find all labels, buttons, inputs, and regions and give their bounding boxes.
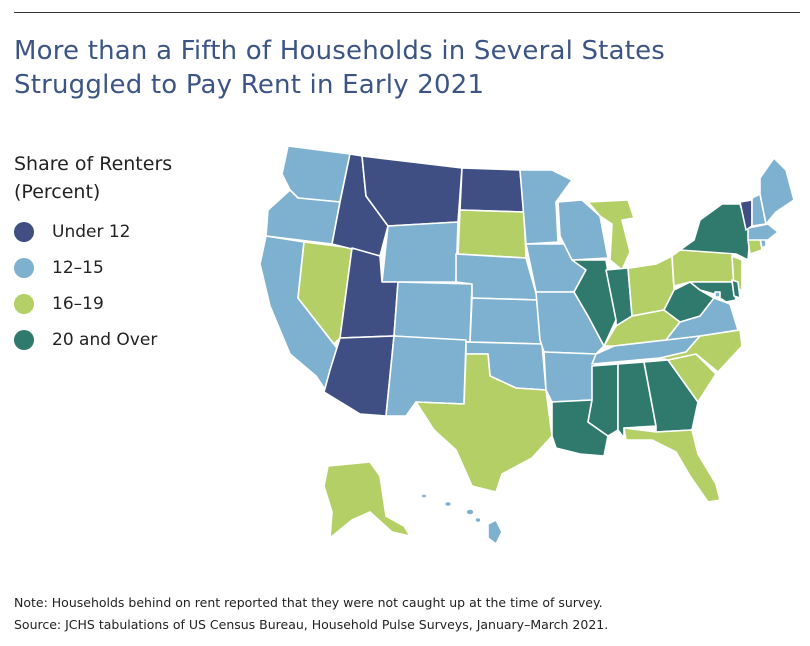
state-WY xyxy=(381,221,459,283)
state-AR xyxy=(543,351,597,403)
us-map-svg xyxy=(259,145,795,545)
title-line-2: Struggled to Pay Rent in Early 2021 xyxy=(14,70,485,100)
state-ME xyxy=(759,157,795,225)
state-HI-island-2 xyxy=(443,500,453,508)
legend-title-line-2: (Percent) xyxy=(14,181,101,203)
state-NC xyxy=(659,329,743,373)
legend-label-20-and-over: 20 and Over xyxy=(52,330,158,350)
legend-title: Share of Renters (Percent) xyxy=(14,150,214,206)
state-FL xyxy=(623,427,721,503)
legend-swatch-under-12 xyxy=(14,222,34,242)
us-state-map xyxy=(220,140,800,560)
state-DE xyxy=(731,279,741,299)
state-KS xyxy=(469,297,543,345)
legend-title-line-1: Share of Renters xyxy=(14,153,173,175)
legend-label-16-19: 16–19 xyxy=(52,294,104,314)
state-CO xyxy=(393,281,473,343)
state-SD xyxy=(457,209,527,259)
state-WV xyxy=(663,281,715,323)
state-HI-island-5 xyxy=(487,519,503,545)
state-HI-island-4 xyxy=(474,516,482,524)
state-MS xyxy=(587,363,619,437)
state-HI-island-3 xyxy=(465,508,475,516)
source-text: Source: JCHS tabulations of US Census Bu… xyxy=(14,617,609,632)
state-TX xyxy=(415,353,553,493)
legend: Share of Renters (Percent) Under 12 12–1… xyxy=(14,150,214,358)
legend-item-under-12: Under 12 xyxy=(14,214,214,250)
top-rule xyxy=(14,12,800,13)
state-PA xyxy=(671,249,739,287)
legend-swatch-16-19 xyxy=(14,294,34,314)
state-HI-island-1 xyxy=(420,493,428,499)
legend-item-16-19: 16–19 xyxy=(14,286,214,322)
state-WI xyxy=(557,199,609,261)
legend-label-12-15: 12–15 xyxy=(52,258,104,278)
page-title: More than a Fifth of Households in Sever… xyxy=(14,34,774,102)
legend-item-20-and-over: 20 and Over xyxy=(14,322,214,358)
legend-swatch-12-15 xyxy=(14,258,34,278)
legend-item-12-15: 12–15 xyxy=(14,250,214,286)
state-AK xyxy=(323,461,411,539)
footnotes: Note: Households behind on rent reported… xyxy=(14,592,794,636)
note-text: Note: Households behind on rent reported… xyxy=(14,595,603,610)
state-DC xyxy=(714,291,721,298)
state-ND xyxy=(459,167,525,213)
legend-swatch-20-and-over xyxy=(14,330,34,350)
legend-label-under-12: Under 12 xyxy=(52,222,131,242)
state-MI xyxy=(587,199,635,271)
title-line-1: More than a Fifth of Households in Sever… xyxy=(14,36,666,66)
